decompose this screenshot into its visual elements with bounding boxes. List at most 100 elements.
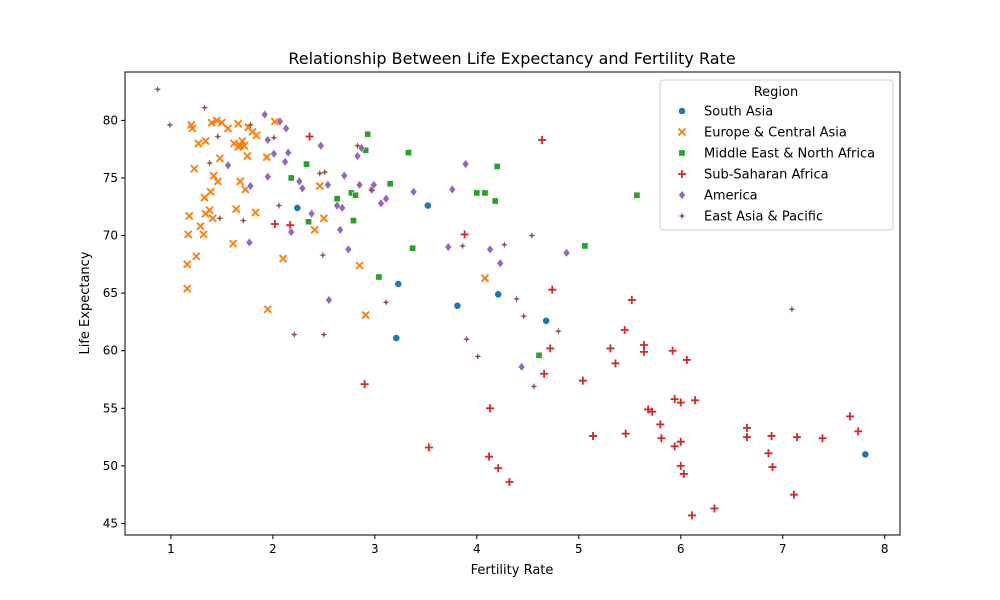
data-point [206,187,215,196]
data-point [196,222,205,231]
data-point [238,136,247,146]
data-point [768,463,777,472]
data-point [375,273,383,281]
data-point [789,490,798,499]
data-point [424,443,433,452]
legend-frame [659,79,894,231]
data-point [370,180,378,190]
data-point [355,261,364,270]
x-tick-label: 4 [473,542,481,556]
data-point [270,117,280,126]
data-point [264,171,272,182]
legend-marker [678,212,686,220]
data-point [793,433,802,442]
data-point [234,119,243,128]
series-1 [183,116,490,320]
data-point [320,331,328,339]
legend-title: Region [754,85,799,100]
y-tick-label: 60 [103,344,118,358]
data-point [340,170,348,181]
data-point [788,305,796,313]
data-point [710,504,719,513]
data-point [282,123,290,134]
legend: Region South Asia Europe & Central Asia Mi… [659,79,894,231]
data-point [648,407,657,416]
data-point [512,295,521,303]
data-point [305,132,314,141]
data-point [315,181,324,191]
data-point [243,151,252,161]
data-point [494,290,503,299]
data-point [251,208,260,217]
data-point [350,217,357,224]
data-point [154,85,162,93]
series-2 [287,130,641,359]
series-5 [154,85,796,391]
x-tick-label: 3 [371,542,379,556]
data-point [386,180,394,188]
data-point [281,157,289,167]
data-point [542,316,551,325]
data-point [486,404,495,413]
data-point [767,431,776,440]
data-point [287,174,295,182]
data-point [263,305,272,314]
data-point [207,118,216,127]
data-point [676,437,685,446]
y-tick-label: 65 [103,286,118,300]
series-3 [270,132,863,520]
data-point [818,434,827,443]
axes-frame [124,71,901,536]
data-point [682,355,691,364]
data-point [213,177,222,186]
legend-items: South Asia Europe & Central Asia Middle Ea… [677,105,875,225]
data-point [409,244,416,252]
legend-label: Sub-Saharan Africa [704,168,829,183]
data-point [743,433,752,442]
data-point [691,396,700,405]
data-point [621,429,630,438]
x-axis-label: Fertility Rate [471,563,554,578]
data-point [854,427,863,436]
data-point [194,139,203,148]
data-point [231,204,241,214]
legend-label: South Asia [704,105,773,120]
legend-item: Sub-Saharan Africa [678,168,829,183]
data-point [223,124,233,133]
data-point [481,189,489,197]
data-point [364,130,372,138]
data-point [214,132,222,141]
data-point [611,359,620,368]
data-point [463,335,471,343]
data-point [338,203,346,213]
data-point [201,136,210,146]
legend-item: America [678,189,758,204]
data-point [620,325,629,334]
data-point [589,431,598,440]
data-point [409,186,418,197]
data-point [480,273,490,283]
data-point [382,193,390,204]
data-point [290,331,298,339]
data-point [581,242,589,250]
data-point [188,124,197,133]
data-point [344,244,353,255]
data-point [392,334,401,342]
x-tick-label: 7 [779,542,787,556]
data-point [319,251,327,259]
x-tick-label: 2 [269,542,277,556]
data-point [493,163,501,170]
legend-label: Middle East & North Africa [704,147,875,162]
legend-marker [678,190,686,200]
data-point [458,242,467,250]
data-point [548,285,557,294]
data-point [473,189,481,197]
data-point [284,147,292,158]
data-point [640,340,649,349]
y-tick-label: 45 [103,516,118,530]
data-point [360,380,369,389]
data-point [535,351,543,359]
data-point [209,171,218,180]
data-point [208,214,217,223]
